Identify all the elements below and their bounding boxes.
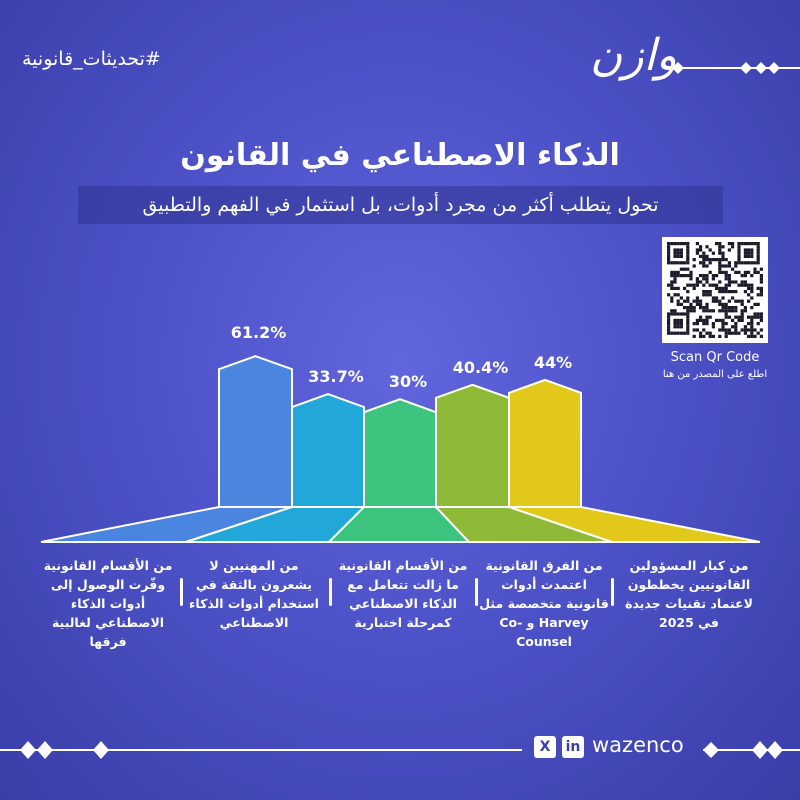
hashtag: #تحديثات_قانونية — [22, 48, 161, 70]
bar — [363, 398, 437, 508]
category-label: من كبار المسؤولين القانونيين يخططون لاعت… — [625, 558, 753, 630]
qr-sublabel: اطلع على المصدر من هنا — [662, 369, 768, 380]
brand-name: wazenco — [592, 733, 684, 757]
logo: وازن — [590, 30, 800, 100]
page-title: الذكاء الاصطناعي في القانون — [180, 138, 620, 173]
category-label: من المهنيين لا يشعرون بالثقة في استخدام … — [189, 558, 319, 630]
data-label: 33.7% — [308, 367, 364, 386]
data-label: 40.4% — [453, 358, 509, 377]
bar-chart: 61.2% 33.7% 30% 40.4% 44% — [41, 323, 760, 542]
separator — [475, 578, 478, 606]
data-label: 44% — [534, 353, 572, 372]
footer-ornament-icon — [0, 741, 800, 759]
subtitle: تحول يتطلب أكثر من مجرد أدوات، بل استثما… — [78, 186, 723, 224]
x-icon[interactable]: X — [534, 736, 556, 758]
category-label: من الأقسام القانونية وفّرت الوصول إلى أد… — [43, 558, 173, 649]
bar — [508, 378, 582, 508]
separator — [329, 578, 332, 606]
bar — [218, 355, 293, 508]
logo-text: وازن — [590, 30, 678, 81]
data-label: 30% — [389, 372, 427, 391]
bar — [435, 383, 510, 508]
category-label: من الفرق القانونية اعتمدت أدوات قانونية … — [479, 558, 609, 649]
qr-label: Scan Qr Code — [670, 350, 760, 365]
bar — [291, 393, 365, 508]
linkedin-icon[interactable]: in — [562, 736, 584, 758]
separator — [180, 578, 183, 606]
separator — [611, 578, 614, 606]
qr-code-icon — [667, 242, 763, 338]
logo-ornament-icon — [665, 62, 800, 74]
category-label: من الأقسام القانونية ما زالت تتعامل مع ا… — [338, 558, 468, 630]
qr-code[interactable] — [662, 237, 768, 343]
data-label: 61.2% — [231, 323, 287, 342]
